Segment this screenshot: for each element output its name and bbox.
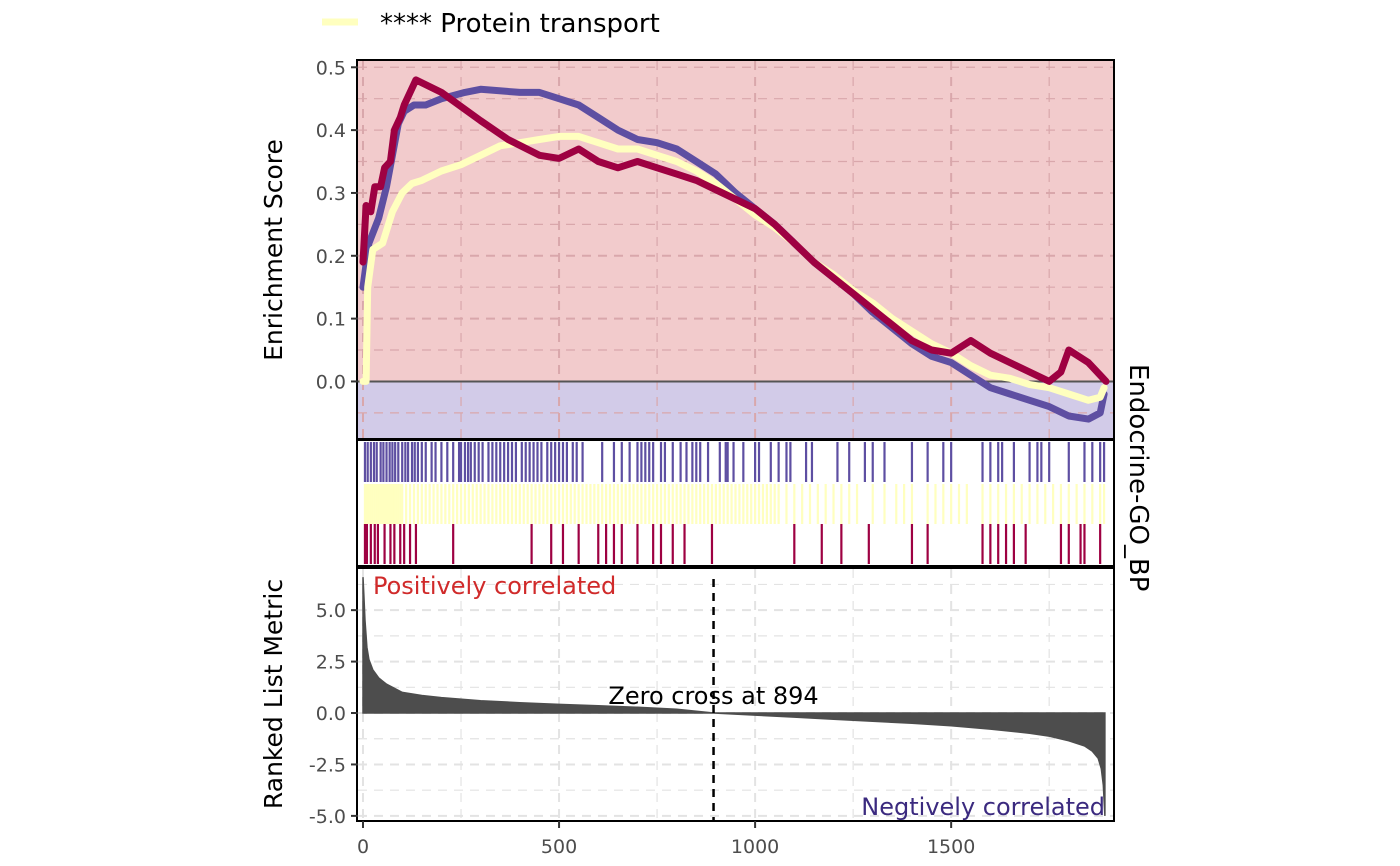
ranked-y-tick-label: -5.0 — [309, 806, 346, 828]
background-positive — [358, 61, 1113, 382]
hit-row-2 — [363, 484, 1106, 524]
enrichment-panel: 0.0 0.1 0.2 0.3 0.4 0.5 Enrichment Score — [259, 57, 1115, 440]
ranked-frame — [356, 567, 1115, 822]
enrichment-y-tick-label: 0.5 — [316, 57, 346, 79]
ranked-y-tick-label: 2.5 — [316, 652, 346, 674]
hit-row-3 — [363, 524, 1102, 564]
legend: **** Protein transport — [322, 9, 660, 39]
ranked-y-tick-label: 5.0 — [316, 600, 346, 622]
enrichment-y-tick-label: 0.1 — [316, 309, 346, 331]
enrichment-curves — [359, 76, 1110, 423]
hit-row-1 — [363, 442, 1106, 482]
ranked-y-tick-label: -2.5 — [309, 754, 346, 776]
enrichment-y-tick-label: 0.3 — [316, 183, 346, 205]
ranked-y-ticks: -5.0 -2.5 0.0 2.5 5.0 — [309, 600, 358, 828]
positive-correlated-label: Positively correlated — [373, 572, 616, 600]
hit-rows — [363, 442, 1106, 564]
x-tick-label: 500 — [541, 836, 577, 858]
enrichment-curve-2 — [359, 132, 1108, 404]
enrichment-curve-3 — [359, 76, 1110, 385]
strip-label: Endocrine-GO_BP — [1123, 364, 1153, 591]
ranked-y-title: Ranked List Metric — [259, 579, 288, 809]
x-axis: 0 500 1000 1500 — [357, 821, 975, 858]
background-negative — [358, 381, 1113, 438]
enrichment-y-title: Enrichment Score — [259, 139, 288, 361]
ranked-y-tick-label: 0.0 — [316, 703, 346, 725]
hits-frame — [356, 439, 1115, 567]
enrichment-y-tick-label: 0.0 — [316, 371, 346, 393]
ranked-metric-area — [362, 577, 1106, 816]
x-tick-label: 1000 — [731, 836, 779, 858]
x-tick-label: 0 — [357, 836, 369, 858]
enrichment-curve-1 — [359, 85, 1108, 423]
negative-correlated-label: Negtively correlated — [861, 793, 1105, 821]
hits-panel — [356, 439, 1115, 567]
enrichment-y-tick-label: 0.4 — [316, 120, 346, 142]
legend-label: **** Protein transport — [380, 9, 660, 39]
x-tick-label: 1500 — [927, 836, 975, 858]
ranked-panel: Zero cross at 894 Positively correlated … — [259, 567, 1115, 828]
enrichment-y-tick-label: 0.2 — [316, 246, 346, 268]
zero-cross-label: Zero cross at 894 — [608, 682, 818, 710]
enrichment-y-ticks: 0.0 0.1 0.2 0.3 0.4 0.5 — [316, 57, 358, 393]
